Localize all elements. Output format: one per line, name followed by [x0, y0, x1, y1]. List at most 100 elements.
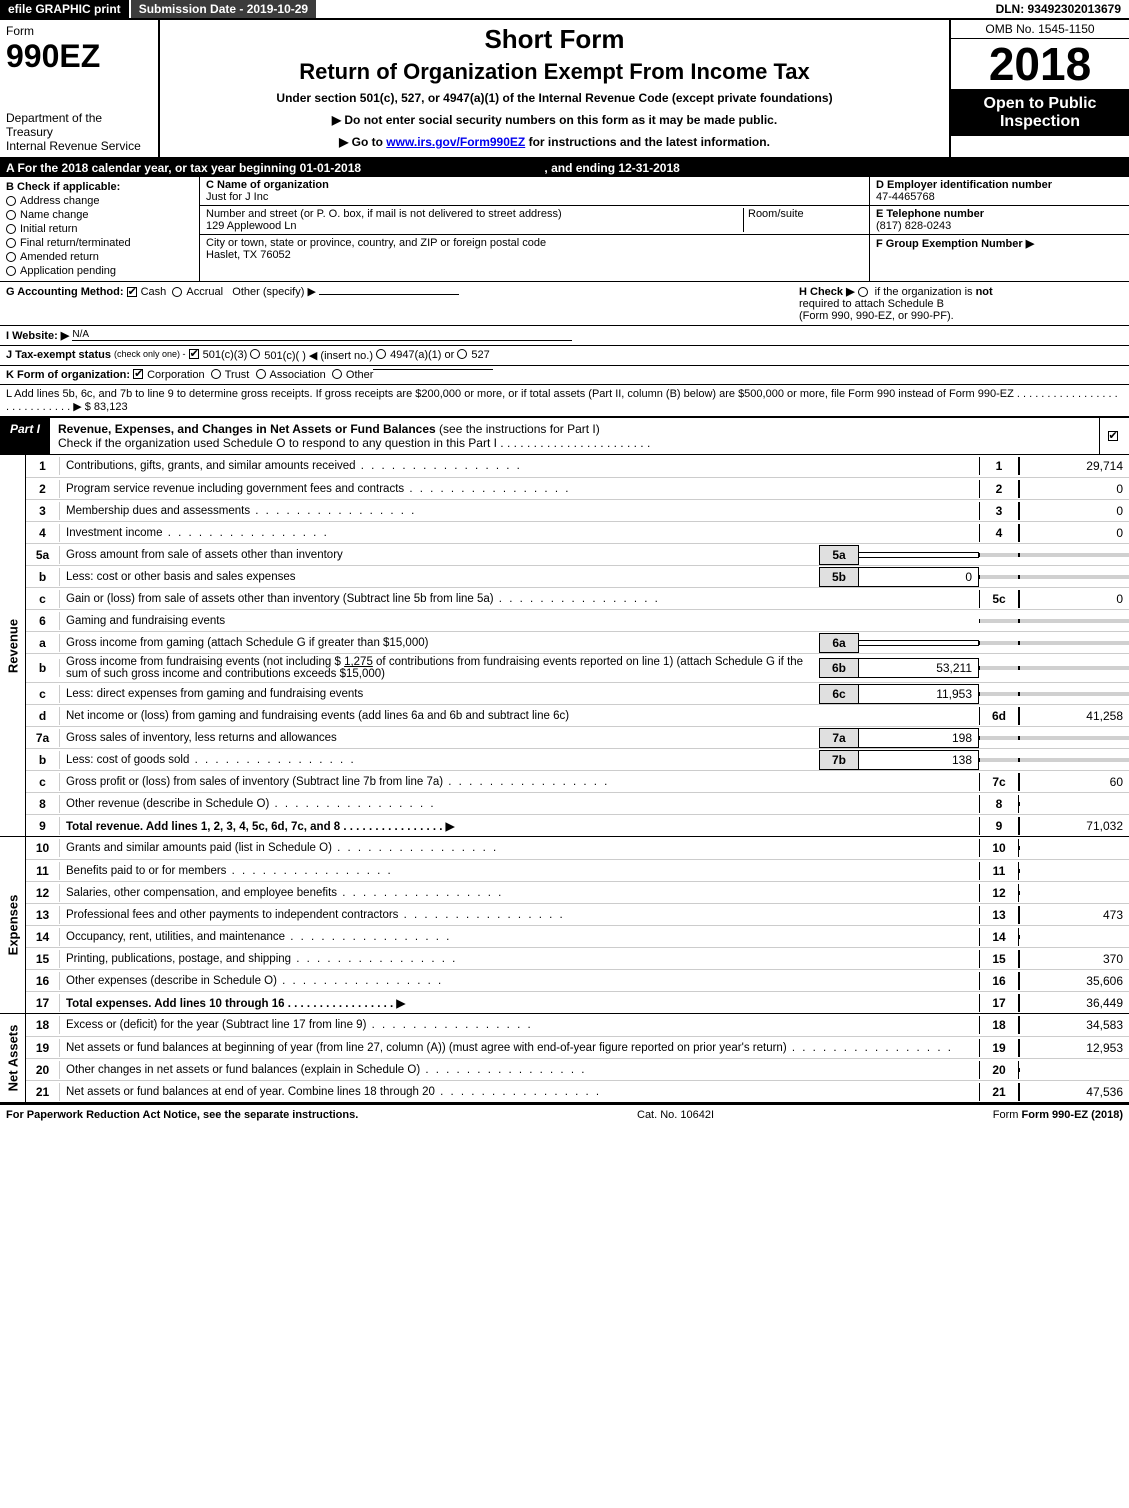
k-trust-radio[interactable] — [211, 369, 221, 379]
notice-goto: ▶ Go to www.irs.gov/Form990EZ for instru… — [339, 135, 770, 149]
line-10: 10 Grants and similar amounts paid (list… — [26, 837, 1129, 859]
line-6d-val: 41,258 — [1019, 707, 1129, 725]
line-6b-val — [1019, 666, 1129, 670]
check-application-pending[interactable]: Application pending — [6, 265, 193, 277]
line-7a-num: 7a — [26, 729, 60, 747]
omb-number: OMB No. 1545-1150 — [951, 20, 1129, 39]
row-g: G Accounting Method: Cash Accrual Other … — [6, 285, 793, 298]
short-form-title: Short Form — [484, 24, 624, 55]
line-16-box: 16 — [979, 972, 1019, 990]
line-6c-midbox: 6c — [819, 684, 859, 704]
line-5a-midval — [859, 552, 979, 558]
line-4-box: 4 — [979, 524, 1019, 542]
k-assoc-radio[interactable] — [256, 369, 266, 379]
line-5a-desc: Gross amount from sale of assets other t… — [60, 547, 819, 563]
check-address-change-label: Address change — [20, 195, 100, 207]
line-6a-midbox: 6a — [819, 633, 859, 653]
line-12-val — [1019, 891, 1129, 895]
e-phone-row: E Telephone number (817) 828-0243 — [870, 206, 1129, 235]
g-cash-checkbox[interactable] — [127, 287, 137, 297]
line-21: 21 Net assets or fund balances at end of… — [26, 1080, 1129, 1102]
g-accrual-radio[interactable] — [172, 287, 182, 297]
part-i-schedule-o-checkbox[interactable] — [1108, 431, 1118, 441]
line-5a-num: 5a — [26, 546, 60, 564]
line-5c-desc: Gain or (loss) from sale of assets other… — [60, 591, 979, 607]
check-initial-return[interactable]: Initial return — [6, 223, 193, 235]
line-9-desc: Total revenue. Add lines 1, 2, 3, 4, 5c,… — [60, 817, 979, 835]
line-7b-val — [1019, 758, 1129, 762]
part-i-header: Part I Revenue, Expenses, and Changes in… — [0, 416, 1129, 455]
line-2-box: 2 — [979, 480, 1019, 498]
line-6b-midbox: 6b — [819, 658, 859, 678]
j-4947-radio[interactable] — [376, 349, 386, 359]
line-10-box: 10 — [979, 839, 1019, 857]
c-name-row: C Name of organization Just for J Inc — [200, 177, 869, 206]
line-13-box: 13 — [979, 906, 1019, 924]
header-center: Short Form Return of Organization Exempt… — [160, 20, 949, 157]
j-527-radio[interactable] — [457, 349, 467, 359]
line-6: 6 Gaming and fundraising events — [26, 609, 1129, 631]
irs-label: Internal Revenue Service — [6, 139, 152, 153]
org-name: Just for J Inc — [206, 191, 268, 203]
expenses-vlabel-text: Expenses — [5, 895, 20, 956]
line-5b-midval: 0 — [859, 567, 979, 587]
line-6-box — [979, 619, 1019, 623]
line-14-val — [1019, 935, 1129, 939]
g-cash-label: Cash — [141, 286, 167, 298]
e-label: E Telephone number — [876, 208, 984, 220]
k-other-radio[interactable] — [332, 369, 342, 379]
line-6a-val — [1019, 641, 1129, 645]
line-3-val: 0 — [1019, 502, 1129, 520]
line-10-val — [1019, 846, 1129, 850]
j-501c3-checkbox[interactable] — [189, 349, 199, 359]
line-6a-midval — [859, 640, 979, 646]
check-address-change[interactable]: Address change — [6, 195, 193, 207]
line-5b-num: b — [26, 568, 60, 586]
line-7b-midbox: 7b — [819, 750, 859, 770]
row-l: L Add lines 5b, 6c, and 7b to line 9 to … — [0, 385, 1129, 416]
line-14-desc: Occupancy, rent, utilities, and maintena… — [60, 929, 979, 945]
k-label: K Form of organization: — [6, 369, 130, 381]
revenue-vlabel: Revenue — [0, 455, 26, 836]
check-final-return[interactable]: Final return/terminated — [6, 237, 193, 249]
line-14-box: 14 — [979, 928, 1019, 946]
line-5b: b Less: cost or other basis and sales ex… — [26, 565, 1129, 587]
line-6b-num: b — [26, 659, 60, 677]
check-name-change[interactable]: Name change — [6, 209, 193, 221]
line-15: 15 Printing, publications, postage, and … — [26, 947, 1129, 969]
h-pre: H Check ▶ — [799, 286, 855, 298]
j-label: J Tax-exempt status — [6, 349, 111, 361]
entity-right: D Employer identification number 47-4465… — [869, 177, 1129, 281]
j-501c-radio[interactable] — [250, 349, 260, 359]
k-corp-checkbox[interactable] — [133, 369, 143, 379]
line-4-val: 0 — [1019, 524, 1129, 542]
line-3-num: 3 — [26, 502, 60, 520]
netassets-vlabel: Net Assets — [0, 1014, 26, 1102]
line-11-desc: Benefits paid to or for members — [60, 863, 979, 879]
line-6c-midval: 11,953 — [859, 684, 979, 704]
h-checkbox[interactable] — [858, 287, 868, 297]
check-amended-return[interactable]: Amended return — [6, 251, 193, 263]
h-forms: (Form 990, 990-EZ, or 990-PF). — [799, 310, 954, 322]
irs-link[interactable]: www.irs.gov/Form990EZ — [386, 135, 525, 149]
line-6b-midval: 53,211 — [859, 658, 979, 678]
line-8: 8 Other revenue (describe in Schedule O)… — [26, 792, 1129, 814]
line-17-desc: Total expenses. Add lines 10 through 16 … — [60, 994, 979, 1012]
revenue-section: Revenue 1 Contributions, gifts, grants, … — [0, 455, 1129, 837]
line-5c-box: 5c — [979, 590, 1019, 608]
line-6c-num: c — [26, 685, 60, 703]
check-final-return-label: Final return/terminated — [20, 237, 131, 249]
line-5a-val — [1019, 553, 1129, 557]
l-text: L Add lines 5b, 6c, and 7b to line 9 to … — [6, 388, 1123, 413]
footer-right: Form Form 990-EZ (2018) — [993, 1109, 1123, 1121]
line-20-val — [1019, 1068, 1129, 1072]
line-6b-box — [979, 666, 1019, 670]
topbar-spacer — [316, 0, 987, 18]
line-1: 1 Contributions, gifts, grants, and simi… — [26, 455, 1129, 477]
period-b: , and ending 12-31-2018 — [544, 161, 679, 175]
line-2-val: 0 — [1019, 480, 1129, 498]
netassets-section: Net Assets 18 Excess or (deficit) for th… — [0, 1014, 1129, 1104]
entity-block: B Check if applicable: Address change Na… — [0, 177, 1129, 282]
line-6b-desc: Gross income from fundraising events (no… — [60, 654, 819, 682]
notice-ssn: ▶ Do not enter social security numbers o… — [332, 113, 777, 127]
